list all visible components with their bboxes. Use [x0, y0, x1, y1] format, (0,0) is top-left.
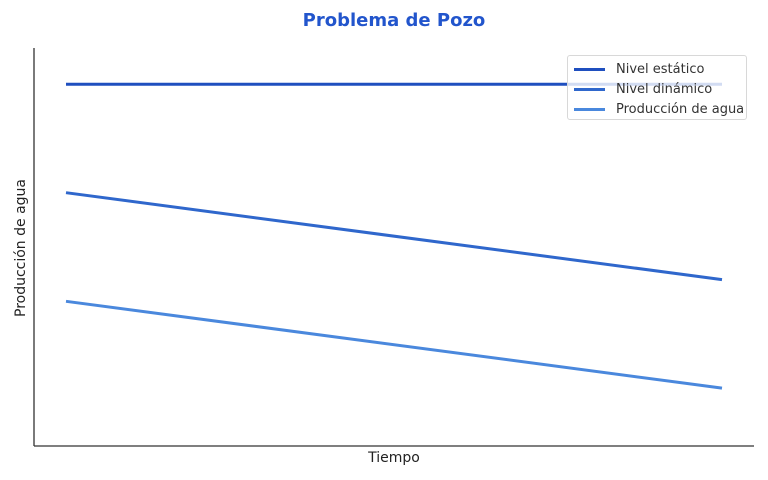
x-axis-label: Tiempo [368, 450, 420, 466]
chart-title: Problema de Pozo [302, 10, 486, 31]
series-line-nivel-dinamico [65, 191, 723, 282]
legend-swatch [574, 107, 605, 111]
legend-swatch [574, 67, 605, 71]
legend-swatch [574, 87, 605, 91]
legend: Nivel estático Nivel dinámico Producción… [567, 55, 747, 120]
y-axis-label: Producción de agua [13, 178, 29, 318]
legend-item-nivel-estatico: Nivel estático [574, 59, 746, 79]
legend-item-nivel-dinamico: Nivel dinámico [574, 79, 746, 99]
legend-item-produccion-agua: Producción de agua [574, 99, 746, 119]
legend-label: Nivel estático [616, 61, 705, 77]
legend-label: Nivel dinámico [616, 81, 713, 97]
series-line-produccion-agua [65, 299, 723, 390]
legend-label: Producción de agua [616, 101, 745, 117]
